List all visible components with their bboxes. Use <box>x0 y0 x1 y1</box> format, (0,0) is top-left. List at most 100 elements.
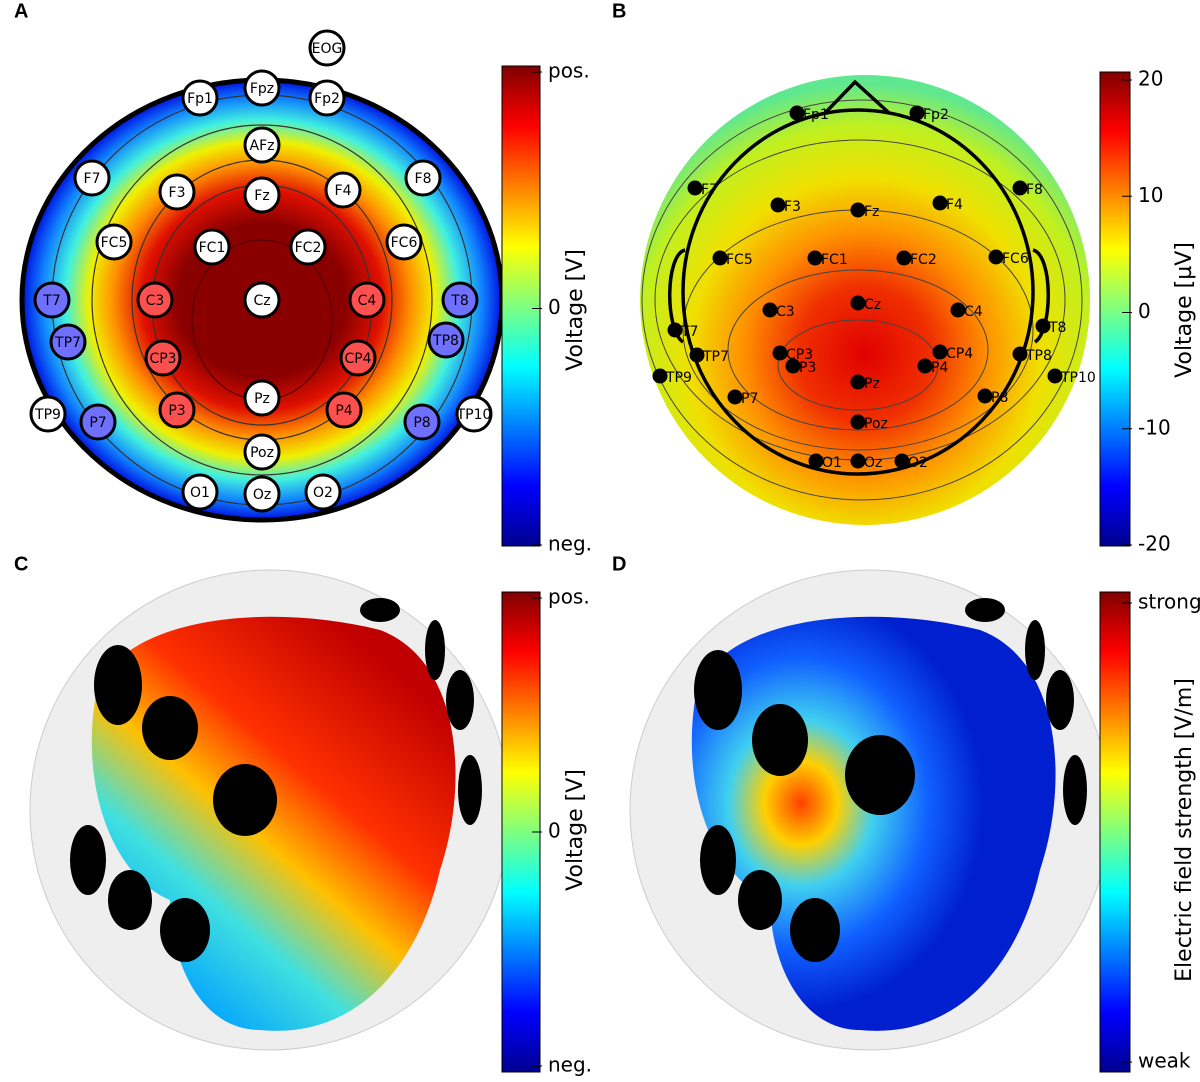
electrode <box>789 105 805 121</box>
electrode-label: F3 <box>784 199 801 215</box>
electrode-label: F8 <box>415 171 432 187</box>
electrode-label: TP10 <box>1060 370 1096 386</box>
electrode-label: F7 <box>701 182 718 198</box>
electrode-label: O2 <box>908 455 928 471</box>
electrode-label: F4 <box>946 197 963 213</box>
electrode-label: F4 <box>335 183 352 199</box>
electrode <box>988 249 1004 265</box>
electrode <box>79 403 117 441</box>
electrode <box>909 105 925 121</box>
electrode-label: P3 <box>168 403 185 419</box>
electrode-label: TP9 <box>665 370 692 386</box>
electrode <box>689 347 705 363</box>
electrode <box>896 250 912 266</box>
electrode <box>193 228 231 266</box>
electrode-label: FC1 <box>821 252 848 268</box>
colorbar-title: Voltage [V] <box>563 249 588 371</box>
electrode-label: P4 <box>335 403 352 419</box>
electrode <box>289 228 327 266</box>
colorbar-title: Voltage [µV] <box>1172 242 1197 378</box>
electrode <box>243 69 281 107</box>
electrode-label: T8 <box>450 293 468 309</box>
electrode <box>158 173 196 211</box>
electrode-label: P3 <box>799 360 816 376</box>
colorbar-tick-label: pos. <box>548 59 590 83</box>
electrode-label: CP3 <box>149 351 176 367</box>
colorbar-tick-label: pos. <box>548 585 590 609</box>
electrode-label: Oz <box>253 487 271 503</box>
electrode <box>850 374 866 390</box>
colorbar-tick-label: -10 <box>1138 415 1171 439</box>
electrode-label: Pz <box>254 391 270 407</box>
panel-label: A <box>14 0 28 22</box>
electrode <box>808 453 824 469</box>
electrode <box>441 281 479 319</box>
electrode-label: AFz <box>250 138 275 154</box>
electrode <box>427 321 465 359</box>
panel-label: D <box>612 553 626 575</box>
electrode-label: T8 <box>1048 320 1066 336</box>
electrode <box>785 358 801 374</box>
electrode-label: F7 <box>84 171 101 187</box>
electrode-label: Fz <box>254 188 269 204</box>
electrode <box>49 323 87 361</box>
colorbar-tick-label: weak <box>1138 1049 1191 1073</box>
electrode <box>404 159 442 197</box>
electrode <box>243 281 281 319</box>
electrode <box>652 368 668 384</box>
electrode-label: CP4 <box>344 351 371 367</box>
electrode-label: P7 <box>89 415 106 431</box>
electrode <box>243 176 281 214</box>
electrode <box>308 29 346 67</box>
electrode-label: P4 <box>931 360 948 376</box>
electrode <box>181 79 219 117</box>
electrode-label: T7 <box>680 324 698 340</box>
electrode-label: FC5 <box>101 235 128 251</box>
electrode-label: EOG <box>312 41 343 57</box>
colorbar <box>501 65 541 547</box>
colorbar-tick-label: 0 <box>548 295 561 319</box>
electrode-label: FC6 <box>1002 251 1029 267</box>
electrode <box>1012 180 1028 196</box>
electrode <box>73 159 111 197</box>
electrode <box>727 389 743 405</box>
electrode <box>455 395 493 433</box>
electrode <box>339 339 377 377</box>
electrode <box>712 250 728 266</box>
electrode <box>917 358 933 374</box>
electrode <box>243 433 281 471</box>
electrode-label: C4 <box>964 304 983 320</box>
electrode-label: C3 <box>146 293 165 309</box>
electrode-label: Fpz <box>250 81 274 97</box>
electrode-label: F8 <box>1026 182 1043 198</box>
colorbar-tick-label: 0 <box>548 819 561 843</box>
electrode-label: FC2 <box>910 252 937 268</box>
electrode <box>894 453 910 469</box>
electrode-label: Oz <box>864 455 882 471</box>
electrode-label: TP7 <box>54 335 81 351</box>
electrode <box>95 223 133 261</box>
electrode <box>29 395 67 433</box>
panel-label: C <box>14 553 28 575</box>
colorbar <box>1099 591 1131 1073</box>
electrode <box>850 295 866 311</box>
head-model-d <box>629 569 1111 1051</box>
electrode <box>1012 346 1028 362</box>
electrode <box>158 391 196 429</box>
electrode <box>770 197 786 213</box>
colorbar-tick-label: 10 <box>1138 183 1163 207</box>
electrode-label: TP7 <box>702 349 729 365</box>
electrode-label: Poz <box>250 445 274 461</box>
colorbar-tick-label: 0 <box>1138 299 1151 323</box>
electrode <box>850 453 866 469</box>
electrode <box>667 322 683 338</box>
electrode <box>144 339 182 377</box>
electrode-label: F3 <box>169 185 186 201</box>
electrode <box>243 126 281 164</box>
electrode <box>850 202 866 218</box>
electrode-label: Fp1 <box>187 91 213 107</box>
electrode-label: T7 <box>42 293 60 309</box>
electrode <box>950 302 966 318</box>
electrode-label: TP9 <box>34 407 61 423</box>
electrode <box>33 281 71 319</box>
